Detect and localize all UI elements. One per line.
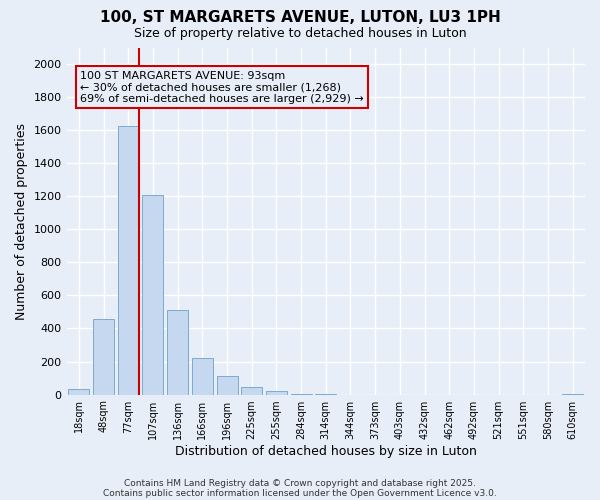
Y-axis label: Number of detached properties: Number of detached properties xyxy=(15,122,28,320)
Text: Contains HM Land Registry data © Crown copyright and database right 2025.: Contains HM Land Registry data © Crown c… xyxy=(124,478,476,488)
Text: 100, ST MARGARETS AVENUE, LUTON, LU3 1PH: 100, ST MARGARETS AVENUE, LUTON, LU3 1PH xyxy=(100,10,500,25)
Text: 100 ST MARGARETS AVENUE: 93sqm
← 30% of detached houses are smaller (1,268)
69% : 100 ST MARGARETS AVENUE: 93sqm ← 30% of … xyxy=(80,70,364,104)
Bar xyxy=(241,387,262,394)
Bar xyxy=(142,194,163,394)
Bar xyxy=(118,126,139,394)
Text: Contains public sector information licensed under the Open Government Licence v3: Contains public sector information licen… xyxy=(103,488,497,498)
X-axis label: Distribution of detached houses by size in Luton: Distribution of detached houses by size … xyxy=(175,444,477,458)
Bar xyxy=(266,392,287,394)
Bar xyxy=(167,310,188,394)
Bar xyxy=(192,358,213,395)
Bar xyxy=(68,389,89,394)
Text: Size of property relative to detached houses in Luton: Size of property relative to detached ho… xyxy=(134,28,466,40)
Bar xyxy=(217,376,238,394)
Bar xyxy=(93,318,114,394)
